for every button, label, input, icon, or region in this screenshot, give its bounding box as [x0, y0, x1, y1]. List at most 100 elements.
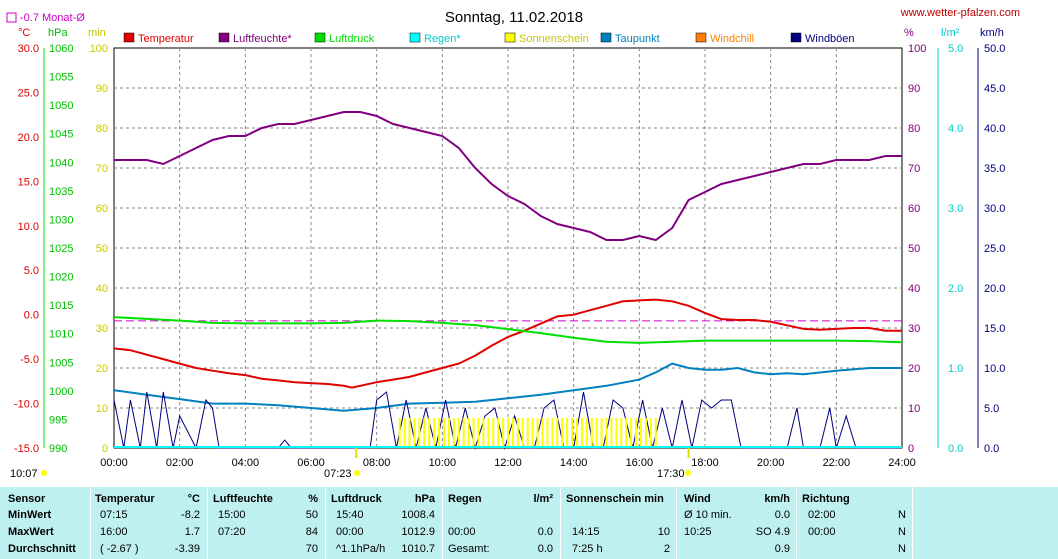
cell-pres-time: ^1.1hPa/h: [336, 543, 386, 555]
cell-temp-value: -8.2: [181, 509, 200, 521]
cell-wind-value: SO 4.9: [755, 526, 790, 538]
legend-label: Luftdruck: [329, 33, 375, 45]
temp-tick-label: 30.0: [18, 43, 39, 55]
x-tick-label: 16:00: [626, 457, 654, 469]
legend-label: Taupunkt: [615, 33, 660, 45]
sunshine-bar: [492, 418, 495, 448]
sunshine-bar: [423, 418, 426, 448]
hpa-tick-label: 1010: [49, 329, 73, 341]
temp-tick-label: 20.0: [18, 132, 39, 144]
sunshine-bar: [433, 418, 436, 448]
hpa-tick-label: 995: [49, 414, 67, 426]
sunshine-bar: [546, 418, 549, 448]
monthly-avg-label: -0.7 Monat-Ø: [20, 12, 85, 24]
pct-tick-label: 60: [908, 203, 920, 215]
sunshine-bar: [615, 418, 618, 448]
temp-tick-label: 0.0: [24, 310, 39, 322]
sunshine-bar: [585, 418, 588, 448]
cell-dir-value: N: [898, 543, 906, 555]
pct-tick-label: 40: [908, 283, 920, 295]
wind-tick-label: 15.0: [984, 323, 1005, 335]
cell-rain-time: Gesamt:: [448, 543, 490, 555]
sunshine-bar: [428, 418, 431, 448]
sunshine-bar: [531, 418, 534, 448]
wind-tick-label: 25.0: [984, 243, 1005, 255]
cell-wind-time: 10:25: [684, 526, 712, 538]
cell-rain-value: 0.0: [537, 543, 553, 555]
legend-label: Temperatur: [138, 33, 194, 45]
sunshine-bar: [541, 418, 544, 448]
min-tick-label: 80: [96, 123, 108, 135]
legend-swatch: [314, 32, 326, 43]
wind-tick-label: 5.0: [984, 403, 999, 415]
min-tick-label: 30: [96, 323, 108, 335]
sunshine-bar: [625, 418, 628, 448]
rain-tick-label: 1.0: [948, 363, 963, 375]
wind-tick-label: 40.0: [984, 123, 1005, 135]
th-regen: Regen: [448, 493, 482, 505]
sunrise-label: 07:23: [324, 468, 352, 480]
sunshine-bar: [521, 418, 524, 448]
th-temp-unit: °C: [187, 493, 200, 505]
th-richtung: Richtung: [802, 493, 850, 505]
sunshine-bar: [438, 418, 441, 448]
x-tick-label: 02:00: [166, 457, 194, 469]
pct-unit-label: %: [904, 27, 914, 39]
cell-temp-value: 1.7: [184, 526, 200, 538]
sunshine-bar: [654, 418, 657, 448]
min-tick-label: 0: [102, 443, 108, 455]
rain-tick-label: 2.0: [948, 283, 963, 295]
th-pres-unit: hPa: [414, 493, 435, 505]
temp-unit-label: °C: [18, 27, 30, 39]
hpa-tick-label: 1020: [49, 272, 73, 284]
x-tick-label: 20:00: [757, 457, 785, 469]
sunshine-bar: [516, 418, 519, 448]
cell-rain-value: 0.0: [537, 526, 553, 538]
wind-tick-label: 30.0: [984, 203, 1005, 215]
sunshine-bar: [595, 418, 598, 448]
legend-swatch: [790, 32, 802, 43]
th-sensor: Sensor: [8, 493, 46, 505]
legend-swatch: [504, 32, 516, 43]
sunshine-bar: [600, 418, 603, 448]
cell-wind-time: Ø 10 min.: [684, 509, 732, 521]
x-tick-label: 24:00: [888, 457, 916, 469]
rain-tick-label: 0.0: [948, 443, 963, 455]
weather-chart: °C hPa min% l/m² km/h 30.0 25.0 20.0 15.0 10.0 5.0…: [6, 7, 1020, 480]
temp-tick-label: -10.0: [14, 399, 39, 411]
sunshine-bar: [467, 418, 470, 448]
sunset-label: 17:30: [657, 468, 685, 480]
min-tick-label: 40: [96, 283, 108, 295]
hpa-tick-label: 1055: [49, 72, 73, 84]
wind-unit-label: km/h: [980, 27, 1004, 39]
cell-sun-time: 14:15: [572, 526, 600, 538]
table-col-separator: [325, 487, 326, 559]
cell-wind-value: 0.9: [774, 543, 790, 555]
temp-tick-label: -15.0: [14, 443, 39, 455]
cell-dir-time: 02:00: [808, 509, 836, 521]
cell-pres-value: 1010.7: [401, 543, 435, 555]
hpa-tick-label: 1000: [49, 386, 73, 398]
sunshine-bar: [442, 418, 445, 448]
pct-tick-label: 100: [908, 43, 926, 55]
moon-time-label: 10:07: [10, 468, 38, 480]
cell-pres-time: 15:40: [336, 509, 364, 521]
legend-label: Sonnenschein: [519, 33, 589, 45]
table-col-separator: [912, 487, 913, 559]
x-tick-label: 10:00: [429, 457, 457, 469]
x-tick-label: 12:00: [494, 457, 522, 469]
sunshine-bar: [571, 418, 574, 448]
sunshine-bar: [575, 418, 578, 448]
temp-tick-label: -5.0: [20, 354, 39, 366]
rain-tick-label: 5.0: [948, 43, 963, 55]
legend-label: Windchill: [710, 33, 754, 45]
table-col-separator: [676, 487, 677, 559]
hpa-tick-label: 1045: [49, 129, 73, 141]
x-tick-label: 06:00: [297, 457, 325, 469]
chart-title: Sonntag, 11.02.2018: [445, 9, 583, 26]
sunshine-bar: [403, 418, 406, 448]
wind-tick-label: 10.0: [984, 363, 1005, 375]
table-col-separator: [442, 487, 443, 559]
sunshine-bar: [472, 418, 475, 448]
min-tick-label: 10: [96, 403, 108, 415]
